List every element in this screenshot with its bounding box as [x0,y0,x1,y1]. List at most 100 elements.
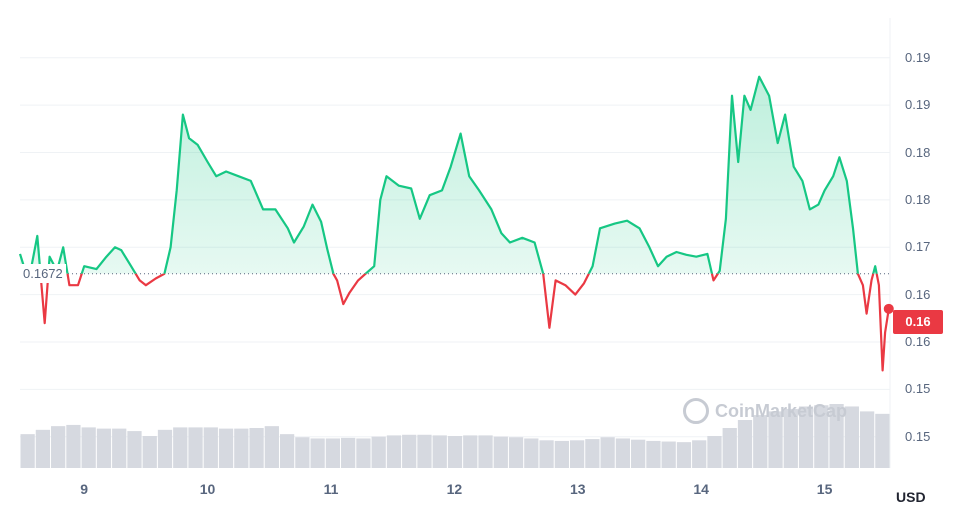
volume-bar [279,434,295,468]
reference-price-label: 0.1672 [20,264,66,283]
price-point [139,279,141,281]
volume-bar [371,436,386,468]
price-point [521,237,523,239]
price-point [846,180,848,182]
price-point [534,242,536,244]
price-point [801,180,803,182]
volume-bar [341,437,356,468]
coinmarketcap-logo-icon [683,398,709,424]
volume-bar [51,426,66,468]
price-point [768,95,770,97]
price-point [638,227,640,229]
price-point [36,235,38,237]
x-tick-label: 9 [80,481,89,497]
volume-bar [402,434,417,468]
price-point [857,273,859,275]
price-point [555,279,557,281]
price-point [725,218,727,220]
price-point [96,268,98,270]
price-point [120,249,122,251]
y-tick-label: 0.15 [905,428,931,444]
volume-bar [859,411,875,468]
volume-bar [737,420,753,468]
volume-bar [875,413,890,468]
coinmarketcap-watermark: CoinMarketCap [683,398,847,424]
price-point [666,256,668,258]
price-point [882,369,884,371]
price-point [441,189,443,191]
price-point [379,199,381,201]
price-point [419,218,421,220]
y-tick-label: 0.16 [905,334,931,349]
price-point [293,242,295,244]
volume-bar [310,438,325,468]
price-point [884,332,886,334]
price-point [237,175,239,177]
volume-bar [493,436,508,468]
volume-bar [142,436,157,468]
price-line-below [25,273,890,372]
volume-bar [661,441,676,468]
price-point [170,246,172,248]
y-tick-label: 0.19 [905,97,931,113]
currency-label: USD [896,489,926,505]
price-point [784,114,786,116]
volume-bar [676,442,692,468]
price-point [326,248,328,250]
price-point [731,95,733,97]
volume-bar [386,435,402,468]
volume-bar [600,437,615,468]
volume-bar [722,428,737,468]
volume-bar [554,440,569,468]
x-tick-label: 13 [569,481,586,497]
price-point [398,185,400,187]
volume-bar [35,429,51,468]
volume-bar [783,408,798,468]
price-point [626,220,628,222]
price-point [878,284,880,286]
volume-bar [112,428,127,468]
price-point [182,114,184,116]
price-point [706,253,708,255]
x-tick-label: 15 [816,481,833,497]
price-point [838,156,840,158]
price-point [870,279,872,281]
price-point [824,189,826,191]
price-point [188,137,190,139]
current-price-dot[interactable] [883,303,894,314]
price-point [500,232,502,234]
volume-bar [539,440,554,468]
volume-bar [569,440,585,468]
price-point [490,208,492,210]
price-point [713,279,715,281]
x-tick-label: 10 [199,481,216,497]
price-point [719,270,721,272]
volume-bar [798,406,814,468]
x-tick-label: 12 [446,481,463,497]
price-point [163,273,165,275]
volume-bar [66,424,81,468]
price-point [676,251,678,253]
price-point [176,189,178,191]
price-point [548,327,550,329]
volume-bar [478,435,493,468]
price-point [215,175,217,177]
price-point [777,142,779,144]
price-point [574,294,576,296]
volume-bar [829,404,844,468]
price-point [320,221,322,223]
volume-bar [249,428,264,468]
volume-bar [295,437,310,468]
price-point [599,227,601,229]
price-point [809,208,811,210]
price-point [225,170,227,172]
price-point [62,246,64,248]
volume-bar [707,436,722,468]
volume-bars [20,404,890,468]
price-point [737,161,739,163]
volume-bar [814,405,829,468]
price-point [130,265,132,267]
volume-bar [646,440,661,468]
price-point [83,265,85,267]
price-point [468,175,470,177]
